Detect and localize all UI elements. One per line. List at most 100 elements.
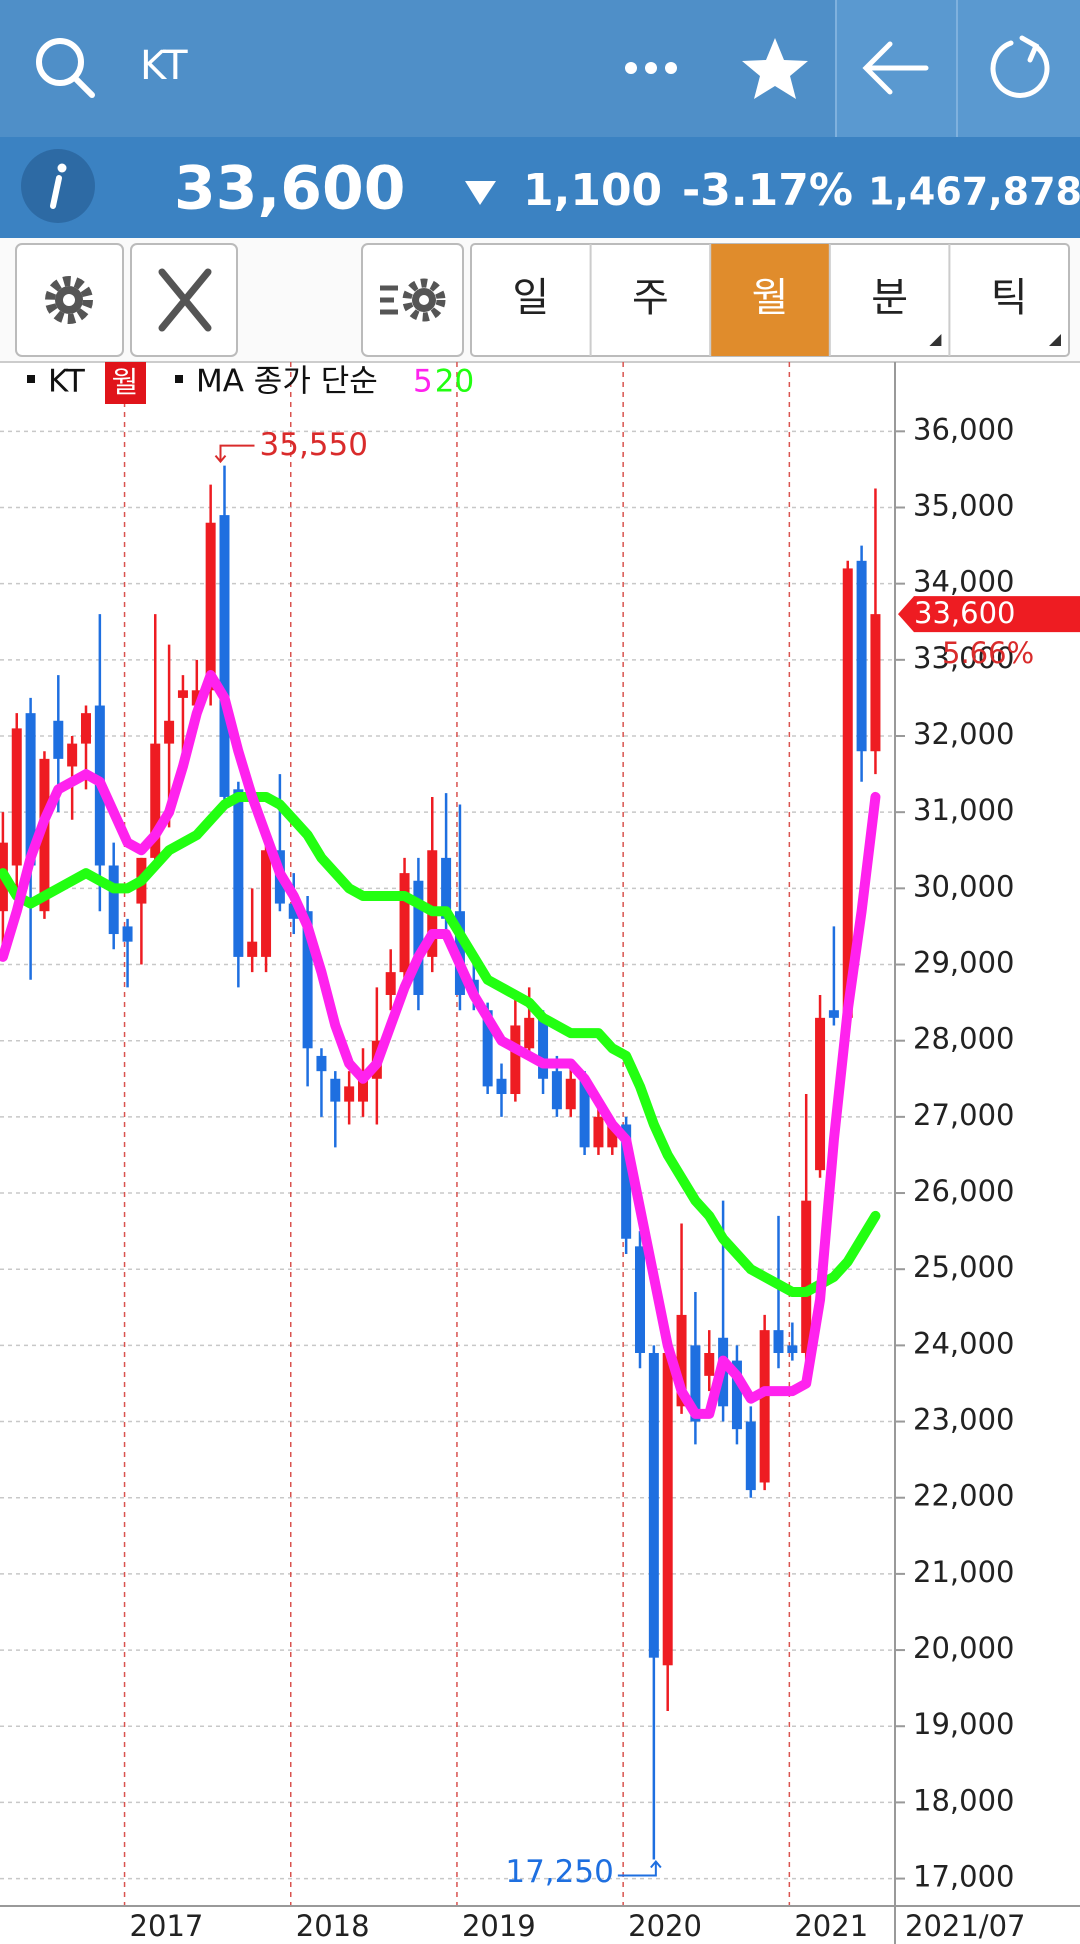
- indicator-settings-button[interactable]: [361, 243, 464, 357]
- y-tick-label: 17,000: [913, 1860, 1014, 1894]
- candle-body: [177, 690, 188, 698]
- refresh-button[interactable]: [958, 0, 1080, 137]
- y-tick-label: 34,000: [913, 565, 1014, 599]
- plot: [0, 444, 881, 1877]
- search-icon[interactable]: [36, 38, 95, 98]
- x-tick-label: 2019: [462, 1909, 536, 1943]
- y-tick-label: 26,000: [913, 1174, 1014, 1208]
- y-tick-label: 25,000: [913, 1250, 1014, 1284]
- candle-body: [676, 1314, 687, 1407]
- refresh-icon[interactable]: [990, 35, 1050, 98]
- price-tag-label: 33,600: [914, 596, 1015, 630]
- candle-body: [828, 1010, 839, 1018]
- y-tick-label: 19,000: [913, 1707, 1014, 1741]
- low-label: 17,250: [505, 1854, 613, 1890]
- candle-body: [773, 1330, 784, 1353]
- x-tick-label: 2021: [794, 1909, 868, 1943]
- candle-body: [538, 1017, 549, 1079]
- grid: [0, 362, 905, 1906]
- price-tag-pct: 5.66%: [942, 636, 1034, 670]
- candle-body: [662, 1352, 673, 1666]
- tab-label[interactable]: 주: [632, 275, 669, 321]
- candle-body: [635, 1246, 645, 1353]
- candle-body: [593, 1116, 604, 1148]
- symbol[interactable]: KT: [140, 43, 188, 89]
- y-tick-label: 20,000: [913, 1631, 1014, 1665]
- tab-label[interactable]: 월: [752, 275, 789, 321]
- candle-body: [53, 720, 64, 759]
- favorite-star[interactable]: [742, 38, 808, 99]
- candle-body: [205, 522, 216, 691]
- y-tick-label: 30,000: [913, 869, 1014, 903]
- tab-label[interactable]: 분: [871, 275, 908, 321]
- candle-body: [164, 720, 175, 744]
- candle-body: [25, 713, 36, 866]
- y-tick-label: 27,000: [913, 1098, 1014, 1132]
- candle-body: [219, 515, 230, 797]
- y-tick-label: 22,000: [913, 1479, 1014, 1513]
- legend: 5 20: [413, 364, 474, 400]
- candle-body: [496, 1078, 507, 1095]
- period-badge: [105, 362, 146, 404]
- candle-body: [870, 614, 881, 752]
- legend-symbol: KT: [48, 364, 86, 400]
- candle-body: [150, 743, 161, 858]
- y-tick-label: 36,000: [913, 412, 1014, 446]
- tab-menu-mark: [1049, 334, 1061, 346]
- candle-body: [648, 1352, 659, 1658]
- candle-body: [385, 972, 396, 995]
- y-tick-label: 33,000: [913, 641, 1014, 675]
- tab-label[interactable]: 틱: [991, 275, 1028, 321]
- y-tick-label: 32,000: [913, 717, 1014, 751]
- candle-body: [413, 880, 424, 995]
- candle-body: [358, 1071, 368, 1102]
- candle-body: [344, 1086, 355, 1102]
- candle-body: [247, 941, 258, 957]
- candle-body: [565, 1078, 576, 1110]
- price-tag: [898, 596, 1080, 633]
- candle-body: [551, 1071, 562, 1110]
- candle-body: [441, 857, 452, 919]
- x-tick-label: 2020: [628, 1909, 702, 1943]
- candle-body: [801, 1200, 812, 1353]
- y-tick-label: 21,000: [913, 1555, 1014, 1589]
- change: 1,100: [523, 165, 662, 216]
- candle-body: [579, 1078, 590, 1148]
- legend-bullet: [27, 375, 35, 383]
- high-label: 35,550: [260, 427, 368, 463]
- price: 33,600: [174, 154, 406, 224]
- more-icon[interactable]: [625, 62, 677, 74]
- change-pct: -3.17%: [682, 165, 853, 216]
- candle-body: [731, 1360, 742, 1430]
- candle-body: [607, 1124, 618, 1148]
- y-tick-label: 18,000: [913, 1783, 1014, 1817]
- ma-line: [0, 791, 881, 1298]
- candle-body: [815, 1017, 826, 1171]
- candle-body: [81, 713, 91, 744]
- candle-body: [621, 1124, 632, 1239]
- legend-item: 20: [435, 364, 474, 400]
- y-tick-label: 23,000: [913, 1403, 1014, 1437]
- candle-body: [316, 1055, 327, 1072]
- settings-button[interactable]: [15, 243, 124, 357]
- volume: 1,467,878: [868, 170, 1080, 214]
- candle-body: [122, 926, 133, 942]
- candle-body: [787, 1345, 798, 1353]
- info-button[interactable]: [21, 149, 95, 223]
- legend-bullet: [175, 375, 183, 383]
- down-arrow: [465, 181, 496, 205]
- back-icon[interactable]: [862, 41, 929, 95]
- tab-label[interactable]: 일: [512, 275, 549, 321]
- candle-body: [39, 758, 50, 912]
- candle-body: [510, 1025, 521, 1095]
- y-tick-label: 24,000: [913, 1326, 1014, 1360]
- candle-body: [108, 865, 119, 935]
- candle-body: [288, 903, 299, 919]
- candle-body: [427, 850, 438, 957]
- tools-button[interactable]: [130, 243, 238, 357]
- candle-body: [690, 1345, 701, 1422]
- y-tick-label: 28,000: [913, 1022, 1014, 1056]
- tab-active: [710, 244, 830, 356]
